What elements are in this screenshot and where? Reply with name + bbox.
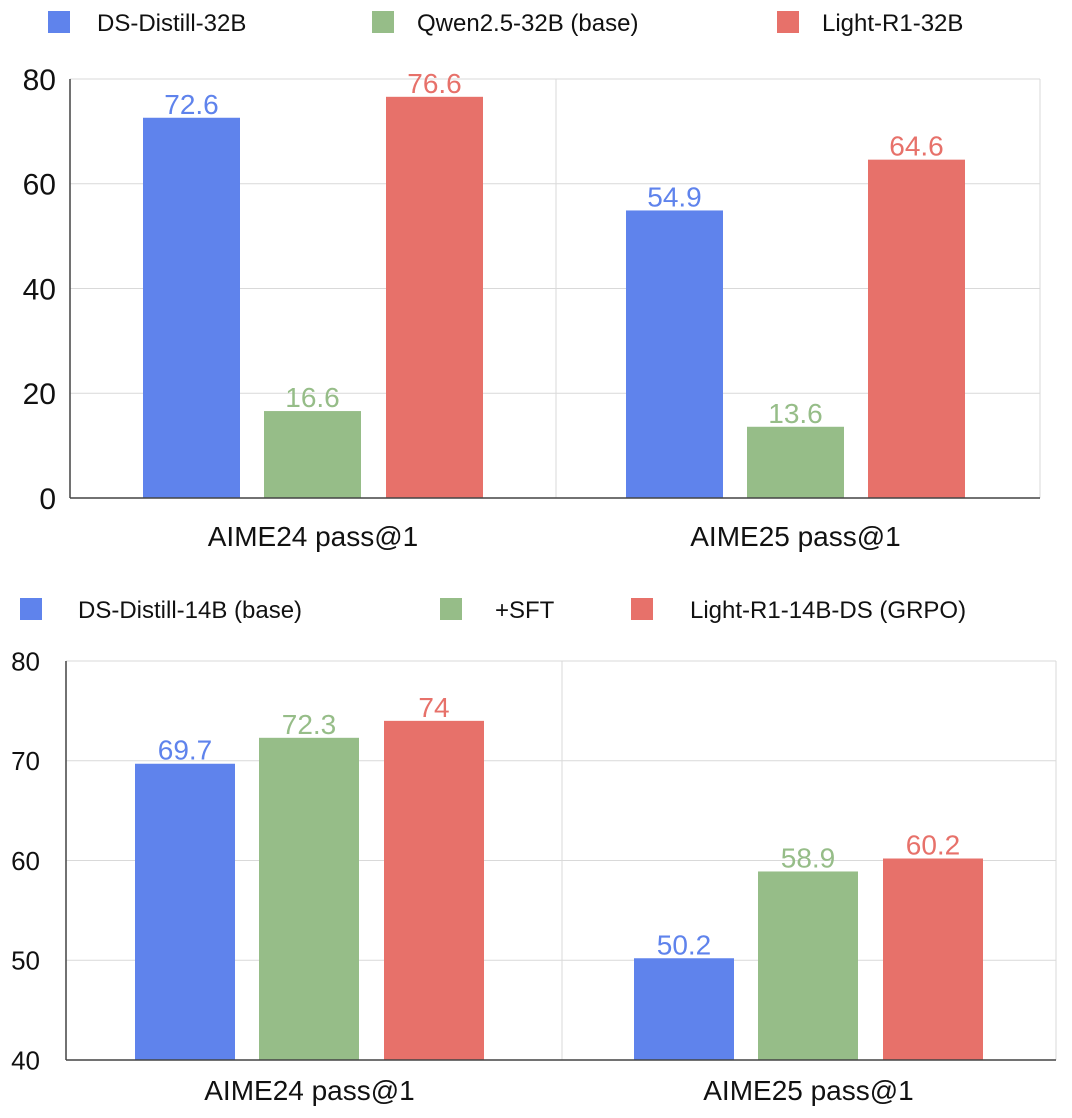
chart2-bar-2-2	[758, 871, 858, 1060]
chart2-value-label-1-1: 69.7	[158, 735, 213, 766]
chart2-legend-swatch-2	[440, 598, 462, 620]
chart2-value-label-1-2: 72.3	[282, 709, 337, 740]
chart1-y-tick-label-40: 40	[23, 273, 56, 306]
chart1-bar-1-2	[264, 411, 361, 498]
chart1-legend-label-1: DS-Distill-32B	[97, 10, 246, 37]
chart1-bar-1-3	[386, 96, 483, 499]
chart1-value-label-1-1: 72.6	[164, 89, 219, 120]
chart2-bar-1-3	[384, 720, 484, 1060]
chart2-legend-label-3: Light-R1-14B-DS (GRPO)	[690, 597, 966, 624]
chart2-y-tick-label-50: 50	[11, 946, 40, 976]
chart1-value-label-2-3: 64.6	[889, 131, 944, 162]
chart2-bar-1-1	[135, 763, 235, 1060]
chart1-bar-2-2	[747, 426, 844, 498]
chart2-bar-1-2	[259, 737, 359, 1060]
chart1-y-tick-label-0: 0	[39, 483, 56, 516]
chart1-x-category-label-2: AIME25 pass@1	[690, 521, 901, 552]
chart1-y-tick-label-60: 60	[23, 169, 56, 202]
chart2-x-category-label-2: AIME25 pass@1	[703, 1075, 914, 1106]
chart1-legend-label-2: Qwen2.5-32B (base)	[417, 10, 638, 37]
chart2-y-tick-label-70: 70	[11, 746, 40, 776]
chart2-value-label-2-2: 58.9	[781, 842, 836, 873]
chart1-y-tick-label-80: 80	[23, 64, 56, 97]
chart2-y-tick-label-60: 60	[11, 846, 40, 876]
chart1-legend-swatch-1	[48, 11, 70, 33]
chart1-value-label-2-2: 13.6	[768, 398, 823, 429]
chart1-legend-swatch-3	[777, 11, 799, 33]
chart1-value-label-1-2: 16.6	[285, 382, 340, 413]
chart1-y-tick-label-20: 20	[23, 378, 56, 411]
chart1-value-label-2-1: 54.9	[647, 181, 702, 212]
chart2-legend-label-1: DS-Distill-14B (base)	[78, 597, 302, 624]
chart1-legend-swatch-2	[372, 11, 394, 33]
chart1-x-category-label-1: AIME24 pass@1	[208, 521, 419, 552]
chart1-bar-2-1	[626, 210, 723, 498]
chart1-bar-1-1	[143, 117, 240, 498]
chart2-legend-swatch-1	[20, 598, 42, 620]
chart2-legend-label-2: +SFT	[495, 597, 555, 624]
chart2-value-label-2-3: 60.2	[906, 830, 961, 861]
chart1-legend-label-3: Light-R1-32B	[822, 10, 963, 37]
chart1-value-label-1-3: 76.6	[407, 68, 462, 99]
chart2-y-tick-label-40: 40	[11, 1045, 40, 1075]
chart2-bar-2-3	[883, 858, 983, 1060]
chart2-legend-swatch-3	[631, 598, 653, 620]
chart2-x-category-label-1: AIME24 pass@1	[204, 1075, 415, 1106]
chart2-value-label-1-3: 74	[418, 692, 449, 723]
chart2-value-label-2-1: 50.2	[657, 929, 712, 960]
chart2-y-tick-label-80: 80	[11, 646, 40, 676]
chart1-bar-2-3	[868, 159, 965, 498]
chart2-bar-2-1	[634, 958, 734, 1060]
